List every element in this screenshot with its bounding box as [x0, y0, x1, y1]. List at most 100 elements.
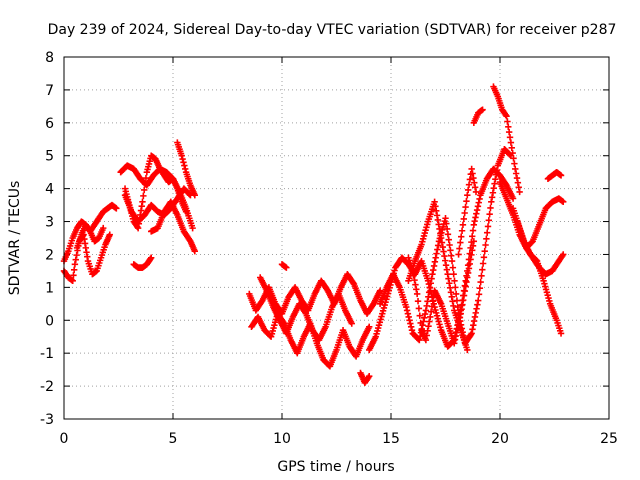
data-point [476, 195, 483, 203]
series-arc-18 [405, 238, 478, 347]
data-point [491, 180, 498, 187]
data-point [454, 303, 461, 311]
data-point [433, 212, 441, 219]
data-point [464, 192, 471, 199]
data-point [463, 197, 470, 205]
data-point [470, 322, 477, 329]
series-arc-16 [376, 145, 515, 347]
data-point [191, 247, 198, 255]
data-point [479, 266, 486, 273]
data-point [457, 233, 465, 240]
data-point [481, 247, 488, 255]
y-tick-label: 4 [45, 182, 54, 198]
data-point [512, 170, 520, 177]
chart-title: Day 239 of 2024, Sidereal Day-to-day VTE… [48, 22, 617, 38]
data-point [459, 301, 466, 308]
data-point [464, 346, 471, 354]
data-point [180, 159, 187, 166]
data-point [421, 310, 429, 318]
data-point [471, 184, 479, 191]
series-arc-10 [246, 271, 384, 317]
data-point [142, 174, 150, 182]
data-point [489, 189, 497, 196]
data-point [139, 198, 146, 205]
data-point [476, 284, 484, 292]
data-point [557, 330, 565, 337]
data-point [492, 175, 499, 183]
data-point [454, 325, 461, 332]
data-point [505, 128, 513, 136]
data-point [408, 326, 416, 334]
data-point [457, 310, 464, 317]
data-point [456, 314, 464, 321]
data-point [434, 242, 442, 249]
data-point [465, 265, 473, 272]
data-point [458, 305, 465, 313]
data-point [452, 332, 460, 340]
data-point [474, 203, 482, 210]
data-point [451, 340, 458, 347]
data-point [404, 310, 412, 317]
data-point [451, 277, 458, 284]
data-point [463, 278, 470, 286]
data-point [447, 289, 455, 296]
ticks-layer: 0 5 10 15 20 25 -3 -2 -1 0 1 2 3 4 5 6 7 8 [40, 50, 618, 447]
data-point [471, 313, 479, 321]
data-point [468, 330, 475, 337]
data-point [484, 223, 492, 230]
y-tick-label: 8 [45, 50, 54, 66]
data-point [437, 230, 444, 237]
data-point [513, 174, 521, 182]
series-arc-24 [514, 218, 565, 337]
data-point [452, 290, 460, 298]
data-point [349, 279, 357, 287]
data-point [473, 206, 481, 214]
data-point [475, 297, 482, 304]
data-point [433, 250, 440, 257]
data-point [365, 374, 372, 381]
y-axis-label: SDTVAR / TECUs [7, 181, 23, 296]
data-point [430, 266, 437, 274]
data-point [366, 323, 373, 331]
data-point [443, 225, 451, 233]
data-point [429, 271, 436, 278]
data-point [441, 252, 448, 260]
data-point [505, 123, 512, 130]
data-point [515, 184, 522, 191]
data-point [470, 221, 478, 229]
data-point [403, 303, 410, 311]
data-point [483, 229, 491, 236]
data-point [421, 314, 428, 322]
data-point [448, 257, 456, 265]
data-point [490, 185, 497, 192]
data-point [462, 203, 469, 211]
data-point [469, 247, 476, 254]
data-point [434, 246, 441, 253]
data-point [472, 188, 480, 196]
series-arc-3 [73, 221, 107, 252]
data-point [459, 221, 467, 229]
grid-layer [64, 57, 609, 419]
data-point [445, 275, 452, 282]
data-point [559, 252, 566, 259]
y-tick-label: 7 [45, 83, 54, 99]
data-point [479, 106, 486, 113]
x-tick-label: 15 [382, 431, 400, 447]
data-point [431, 198, 438, 205]
data-point [474, 301, 481, 308]
data-point [503, 113, 510, 120]
data-point [423, 332, 430, 339]
data-point [509, 195, 517, 202]
data-point [425, 322, 432, 330]
data-point [469, 233, 476, 240]
data-point [480, 254, 488, 261]
data-point [416, 312, 423, 319]
data-point [487, 204, 494, 212]
data-point [508, 144, 515, 152]
data-point [467, 331, 475, 338]
series-arc-17 [405, 198, 471, 354]
data-point [457, 239, 464, 246]
data-point [486, 210, 493, 218]
data-point [485, 217, 493, 224]
data-point [424, 298, 431, 305]
